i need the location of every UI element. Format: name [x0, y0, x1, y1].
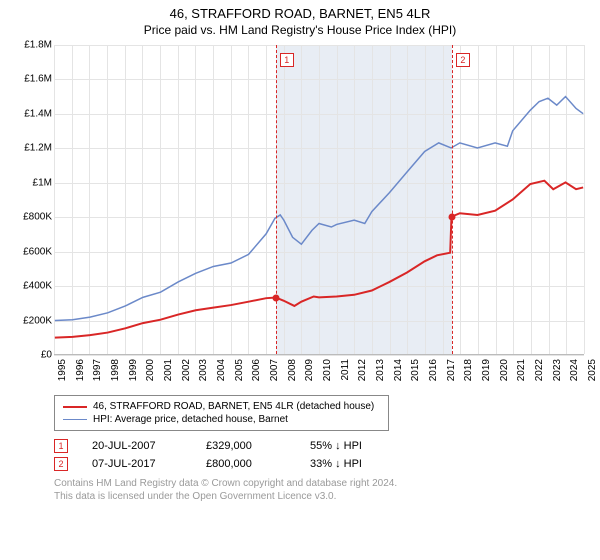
series-price_paid — [55, 181, 583, 338]
event-date: 07-JUL-2017 — [92, 458, 182, 470]
x-tick-label: 2001 — [163, 359, 174, 381]
x-tick-label: 2021 — [516, 359, 527, 381]
x-tick-label: 2019 — [481, 359, 492, 381]
y-tick-label: £200K — [23, 315, 52, 326]
event-price: £329,000 — [206, 440, 286, 452]
x-tick-label: 2009 — [304, 359, 315, 381]
legend-item: 46, STRAFFORD ROAD, BARNET, EN5 4LR (det… — [63, 400, 380, 413]
x-tick-label: 2024 — [569, 359, 580, 381]
gridline-v — [584, 45, 585, 354]
x-tick-label: 1997 — [92, 359, 103, 381]
x-tick-label: 2002 — [181, 359, 192, 381]
y-tick-label: £1.8M — [24, 40, 52, 51]
event-marker: 2 — [54, 457, 68, 471]
x-tick-label: 2018 — [463, 359, 474, 381]
chart-area: £0 £200K £400K £600K £800K £1M £1.2M £1.4M £1.6M… — [10, 45, 590, 395]
event-marker: 1 — [280, 53, 294, 67]
event-delta: 55% ↓ HPI — [310, 440, 362, 452]
footnote-line-1: Contains HM Land Registry data © Crown c… — [54, 477, 590, 490]
event-price: £800,000 — [206, 458, 286, 470]
x-tick-label: 2012 — [357, 359, 368, 381]
series-hpi — [55, 97, 583, 321]
series-svg — [54, 45, 584, 354]
plot-area: 12 — [54, 45, 584, 355]
event-vline — [452, 45, 453, 354]
footnote: Contains HM Land Registry data © Crown c… — [54, 477, 590, 503]
x-tick-label: 1995 — [57, 359, 68, 381]
gridline-h — [54, 355, 584, 356]
x-tick-label: 2008 — [287, 359, 298, 381]
legend-swatch — [63, 406, 87, 408]
x-tick-label: 2020 — [499, 359, 510, 381]
sale-point — [448, 214, 455, 221]
event-marker: 2 — [456, 53, 470, 67]
event-vline — [276, 45, 277, 354]
y-tick-label: £400K — [23, 281, 52, 292]
y-tick-label: £1.4M — [24, 108, 52, 119]
x-tick-label: 2004 — [216, 359, 227, 381]
legend-swatch — [63, 419, 87, 421]
x-tick-label: 2005 — [234, 359, 245, 381]
x-tick-label: 1998 — [110, 359, 121, 381]
legend-item: HPI: Average price, detached house, Barn… — [63, 413, 380, 426]
x-tick-label: 2010 — [322, 359, 333, 381]
x-tick-label: 2023 — [552, 359, 563, 381]
y-axis-labels: £0£200K£400K£600K£800K£1M£1.2M£1.4M£1.6M… — [10, 45, 54, 355]
x-tick-label: 2007 — [269, 359, 280, 381]
x-tick-label: 2013 — [375, 359, 386, 381]
event-date: 20-JUL-2007 — [92, 440, 182, 452]
y-tick-label: £0 — [41, 350, 52, 361]
x-tick-label: 2006 — [251, 359, 262, 381]
event-row: 1 20-JUL-2007 £329,000 55% ↓ HPI — [54, 439, 590, 453]
y-tick-label: £1.6M — [24, 74, 52, 85]
x-tick-label: 2000 — [145, 359, 156, 381]
event-marker: 1 — [54, 439, 68, 453]
chart-title: 46, STRAFFORD ROAD, BARNET, EN5 4LR — [10, 6, 590, 21]
x-tick-label: 2015 — [410, 359, 421, 381]
event-row: 2 07-JUL-2017 £800,000 33% ↓ HPI — [54, 457, 590, 471]
legend-label: HPI: Average price, detached house, Barn… — [93, 414, 288, 425]
chart-container: 46, STRAFFORD ROAD, BARNET, EN5 4LR Pric… — [0, 0, 600, 503]
x-tick-label: 2017 — [446, 359, 457, 381]
legend-label: 46, STRAFFORD ROAD, BARNET, EN5 4LR (det… — [93, 401, 374, 412]
y-tick-label: £1.2M — [24, 143, 52, 154]
legend: 46, STRAFFORD ROAD, BARNET, EN5 4LR (det… — [54, 395, 389, 431]
x-tick-label: 2011 — [340, 359, 351, 381]
y-tick-label: £600K — [23, 246, 52, 257]
x-tick-label: 2022 — [534, 359, 545, 381]
x-tick-label: 2025 — [587, 359, 598, 381]
sale-point — [272, 295, 279, 302]
x-tick-label: 1996 — [75, 359, 86, 381]
y-tick-label: £800K — [23, 212, 52, 223]
x-tick-label: 2014 — [393, 359, 404, 381]
y-tick-label: £1M — [33, 177, 52, 188]
event-delta: 33% ↓ HPI — [310, 458, 362, 470]
footnote-line-2: This data is licensed under the Open Gov… — [54, 490, 590, 503]
x-tick-label: 2003 — [198, 359, 209, 381]
x-tick-label: 1999 — [128, 359, 139, 381]
event-table: 1 20-JUL-2007 £329,000 55% ↓ HPI 2 07-JUL-201… — [54, 439, 590, 471]
x-tick-label: 2016 — [428, 359, 439, 381]
chart-subtitle: Price paid vs. HM Land Registry's House … — [10, 23, 590, 37]
